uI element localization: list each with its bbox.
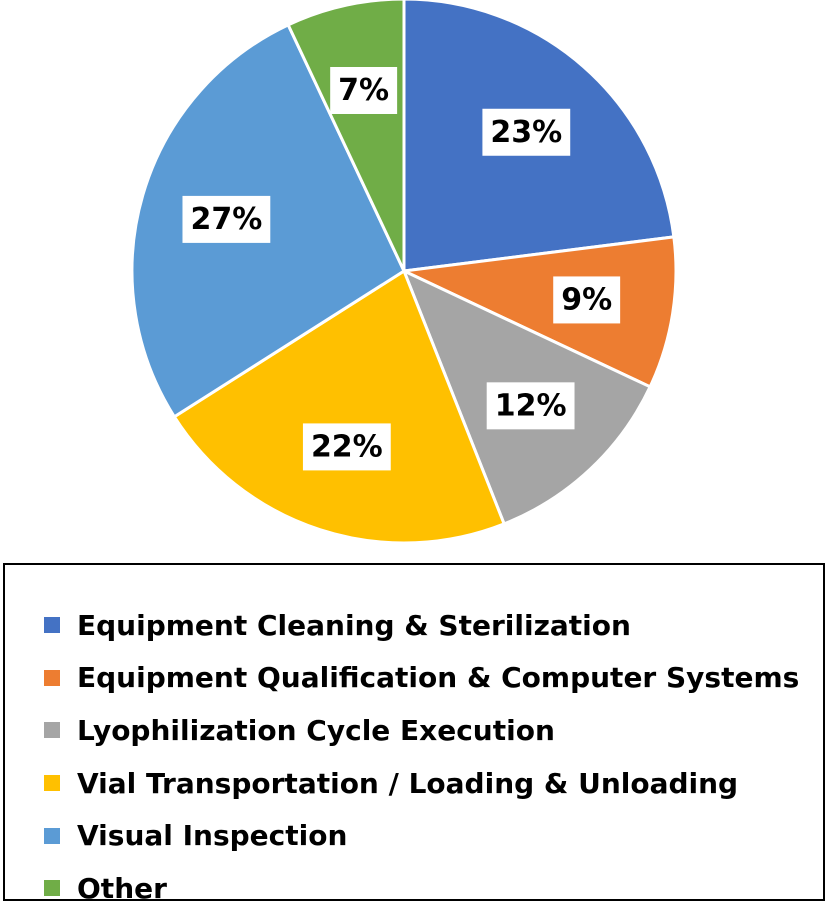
legend-swatch: [44, 880, 60, 897]
legend-swatch: [44, 775, 60, 792]
pie-data-label: 7%: [330, 66, 398, 114]
pie-data-label-box: [302, 423, 391, 471]
legend-item: Vial Transportation / Loading & Unloadin…: [44, 757, 823, 810]
pie-data-label-box: [553, 276, 621, 324]
pie-data-label-box: [182, 195, 271, 243]
pie-data-label-text: 12%: [495, 388, 567, 423]
legend-label: Visual Inspection: [77, 819, 348, 853]
pie-data-label: 12%: [486, 382, 575, 430]
pie-data-label: 23%: [482, 108, 571, 156]
legend-item: Visual Inspection: [44, 809, 823, 862]
pie-chart: 23% 9% 12% 22% 27% 7%: [130, 0, 678, 545]
pie-data-label-text: 23%: [490, 115, 562, 150]
pie-data-label-box: [330, 66, 398, 114]
pie-data-label-text: 27%: [190, 202, 262, 237]
pie-data-label-text: 22%: [311, 429, 383, 464]
pie-data-label-box: [486, 382, 575, 430]
legend-label: Lyophilization Cycle Execution: [77, 713, 555, 747]
chart-legend: Equipment Cleaning & Sterilization Equipm…: [3, 563, 825, 905]
legend-label: Vial Transportation / Loading & Unloadin…: [77, 766, 739, 800]
pie-data-label: 9%: [553, 276, 621, 324]
pie-data-label-box: [482, 108, 571, 156]
legend-item: Lyophilization Cycle Execution: [44, 704, 823, 757]
legend-swatch: [44, 827, 60, 844]
pie-data-label-text: 7%: [338, 73, 389, 108]
legend-label: Other: [77, 871, 167, 905]
pie-slice: [402, 235, 678, 389]
pie-data-labels: 23% 9% 12% 22% 27% 7%: [182, 66, 621, 471]
legend-swatch: [44, 722, 60, 739]
legend-swatch: [44, 669, 60, 686]
pie-slices: [130, 0, 678, 545]
pie-slice: [172, 269, 506, 545]
legend-item: Equipment Cleaning & Sterilization: [44, 599, 823, 652]
legend-label: Equipment Qualification & Computer Syste…: [77, 661, 800, 695]
pie-data-label: 22%: [302, 423, 391, 471]
pie-data-label-text: 9%: [561, 282, 612, 317]
legend-item: Equipment Qualification & Computer Syste…: [44, 652, 823, 705]
legend-item: Other: [44, 862, 823, 915]
legend-swatch: [44, 617, 60, 634]
legend-label: Equipment Cleaning & Sterilization: [77, 608, 631, 642]
pie-data-label: 27%: [182, 195, 271, 243]
